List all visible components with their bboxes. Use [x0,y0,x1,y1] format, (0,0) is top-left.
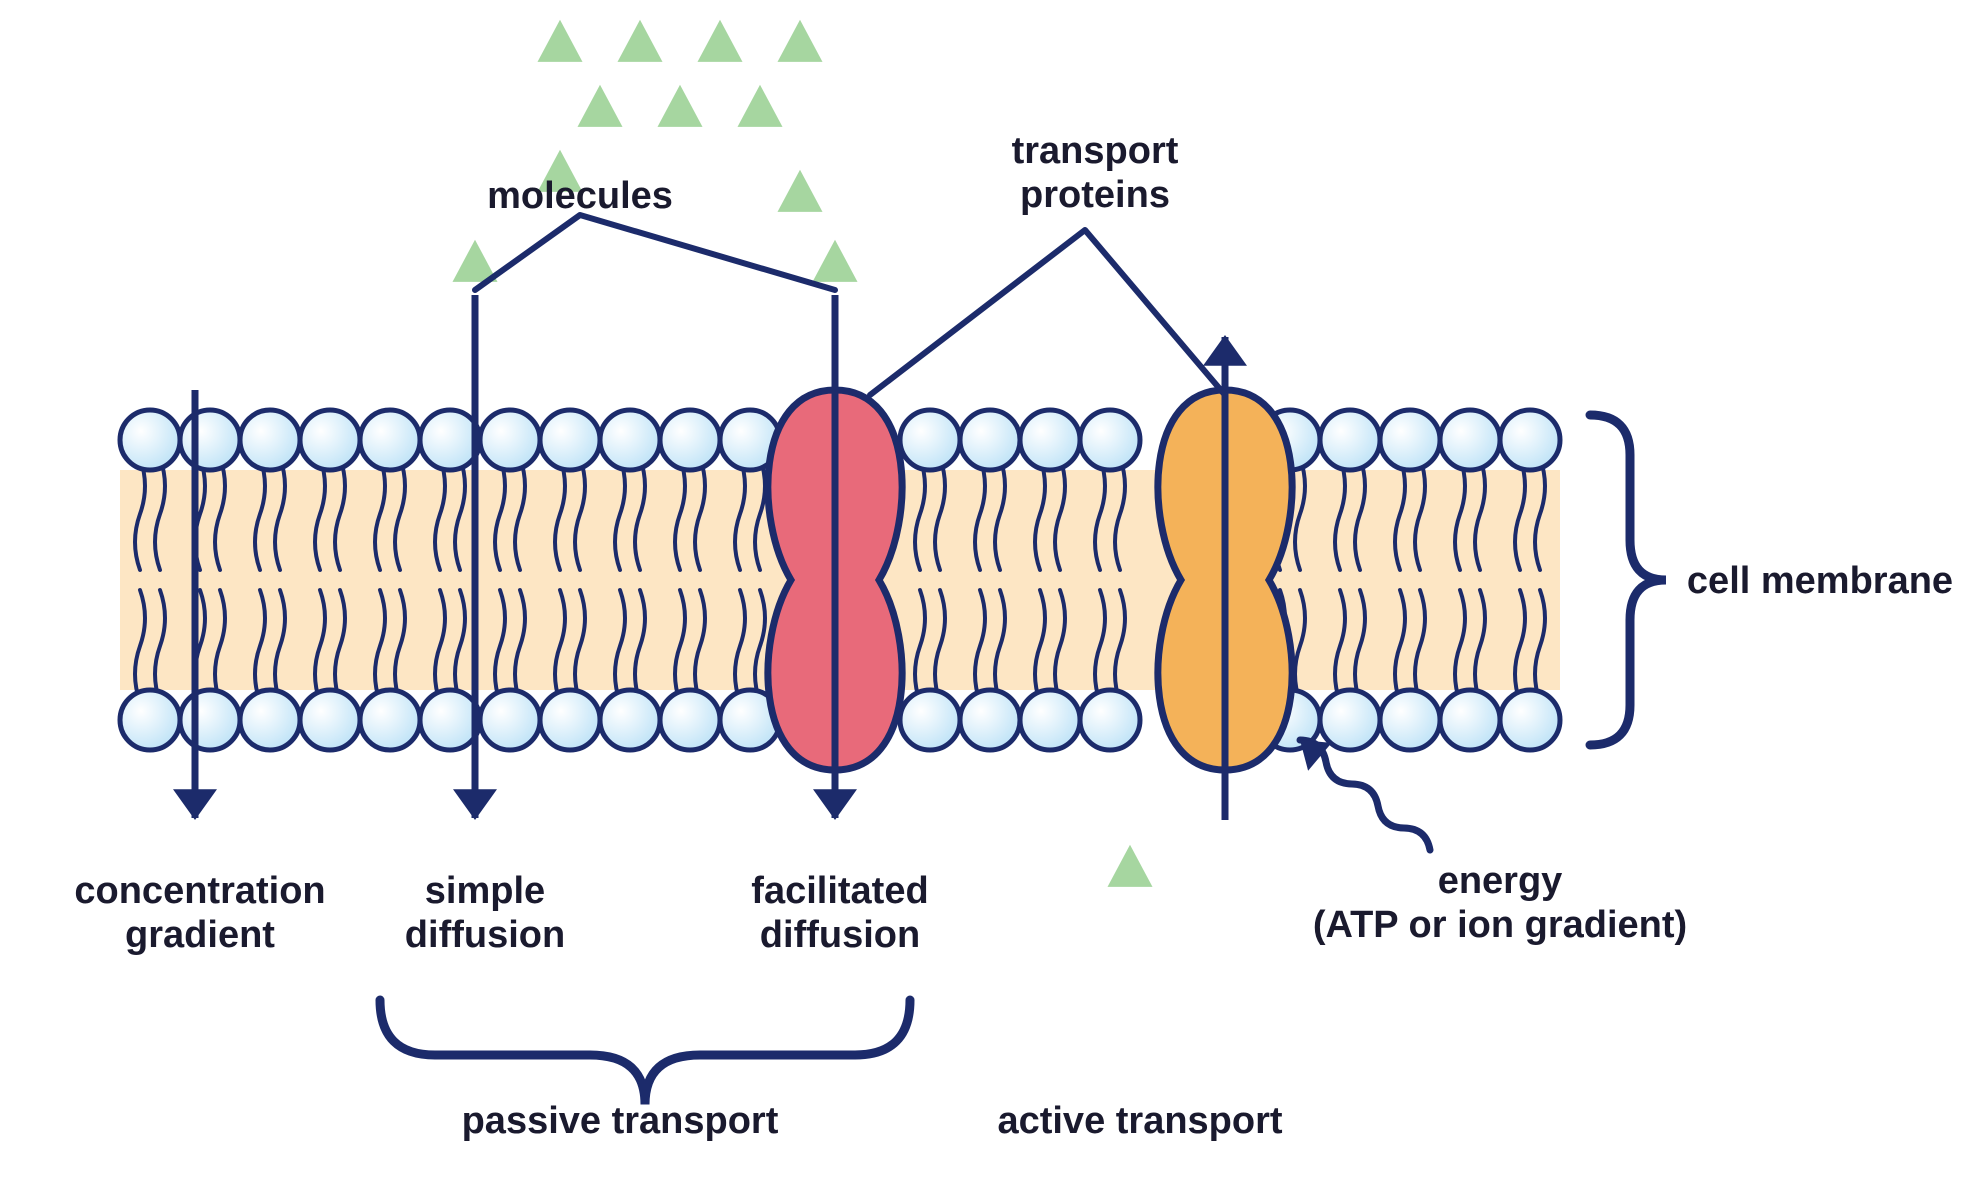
diagram-stage: molecules transport proteins cell membra… [0,0,1983,1199]
label-cell-membrane: cell membrane [1660,560,1980,604]
label-molecules: molecules [480,175,680,219]
label-passive-transport: passive transport [420,1100,820,1144]
label-energy: energy (ATP or ion gradient) [1290,860,1710,947]
label-concentration-gradient: concentration gradient [50,870,350,957]
label-active-transport: active transport [960,1100,1320,1144]
label-simple-diffusion: simple diffusion [365,870,605,957]
label-transport-proteins: transport proteins [965,130,1225,217]
label-facilitated-diffusion: facilitated diffusion [700,870,980,957]
